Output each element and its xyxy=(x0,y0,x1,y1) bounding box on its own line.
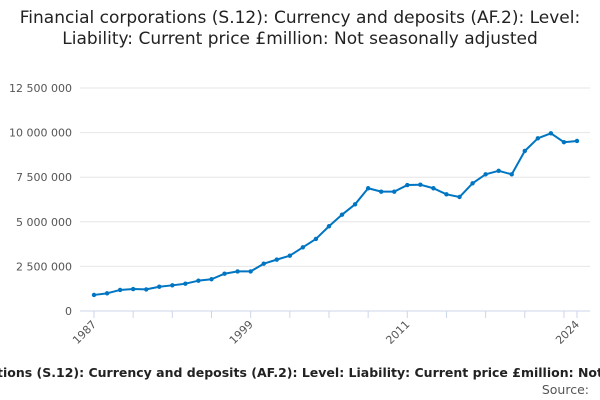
data-point xyxy=(326,224,332,229)
y-tick-label: 5 000 000 xyxy=(16,216,72,229)
data-point xyxy=(313,236,319,242)
y-tick-label: 7 500 000 xyxy=(16,171,72,184)
data-point xyxy=(431,186,436,191)
x-tick-label: 2011 xyxy=(383,318,412,347)
series-line xyxy=(93,132,578,296)
x-tick-label: 1987 xyxy=(70,318,99,347)
y-tick-label: 2 500 000 xyxy=(16,260,72,273)
x-tick-label: 2024 xyxy=(553,318,582,347)
data-point xyxy=(170,283,175,288)
data-point xyxy=(196,278,201,283)
data-point xyxy=(183,281,188,286)
x-tick-label: 1999 xyxy=(227,318,256,347)
data-point xyxy=(574,138,580,144)
data-point xyxy=(418,182,423,187)
data-point xyxy=(522,148,527,154)
data-point xyxy=(300,245,306,250)
data-point xyxy=(157,284,162,289)
data-point xyxy=(470,181,475,186)
data-point xyxy=(235,269,240,274)
y-tick-label: 10 000 000 xyxy=(9,127,72,140)
data-point xyxy=(261,261,266,266)
data-point xyxy=(117,287,123,293)
y-tick-label: 0 xyxy=(65,305,72,318)
source-label: Source: xyxy=(541,382,589,397)
data-point xyxy=(248,269,253,274)
data-point xyxy=(548,131,554,136)
data-point xyxy=(144,287,149,292)
data-point xyxy=(561,140,567,145)
data-point xyxy=(209,277,214,282)
data-point xyxy=(457,194,462,200)
data-point xyxy=(392,189,397,194)
chart-title: Financial corporations (S.12): Currency … xyxy=(19,8,581,49)
data-point xyxy=(130,286,136,292)
data-point xyxy=(339,212,345,217)
data-point xyxy=(352,202,358,207)
data-point xyxy=(91,292,97,298)
data-point xyxy=(483,172,488,177)
data-point xyxy=(274,257,279,262)
data-point xyxy=(535,136,541,141)
data-point xyxy=(365,186,371,191)
data-point xyxy=(287,253,293,258)
data-point xyxy=(444,192,449,197)
data-point xyxy=(509,172,514,177)
data-point xyxy=(378,189,384,194)
data-point xyxy=(496,168,501,173)
y-tick-label: 12 500 000 xyxy=(9,82,72,95)
footer-title: tions (S.12): Currency and deposits (AF.… xyxy=(0,365,600,380)
data-point xyxy=(222,271,227,276)
data-point xyxy=(405,182,410,188)
data-point xyxy=(104,291,110,296)
